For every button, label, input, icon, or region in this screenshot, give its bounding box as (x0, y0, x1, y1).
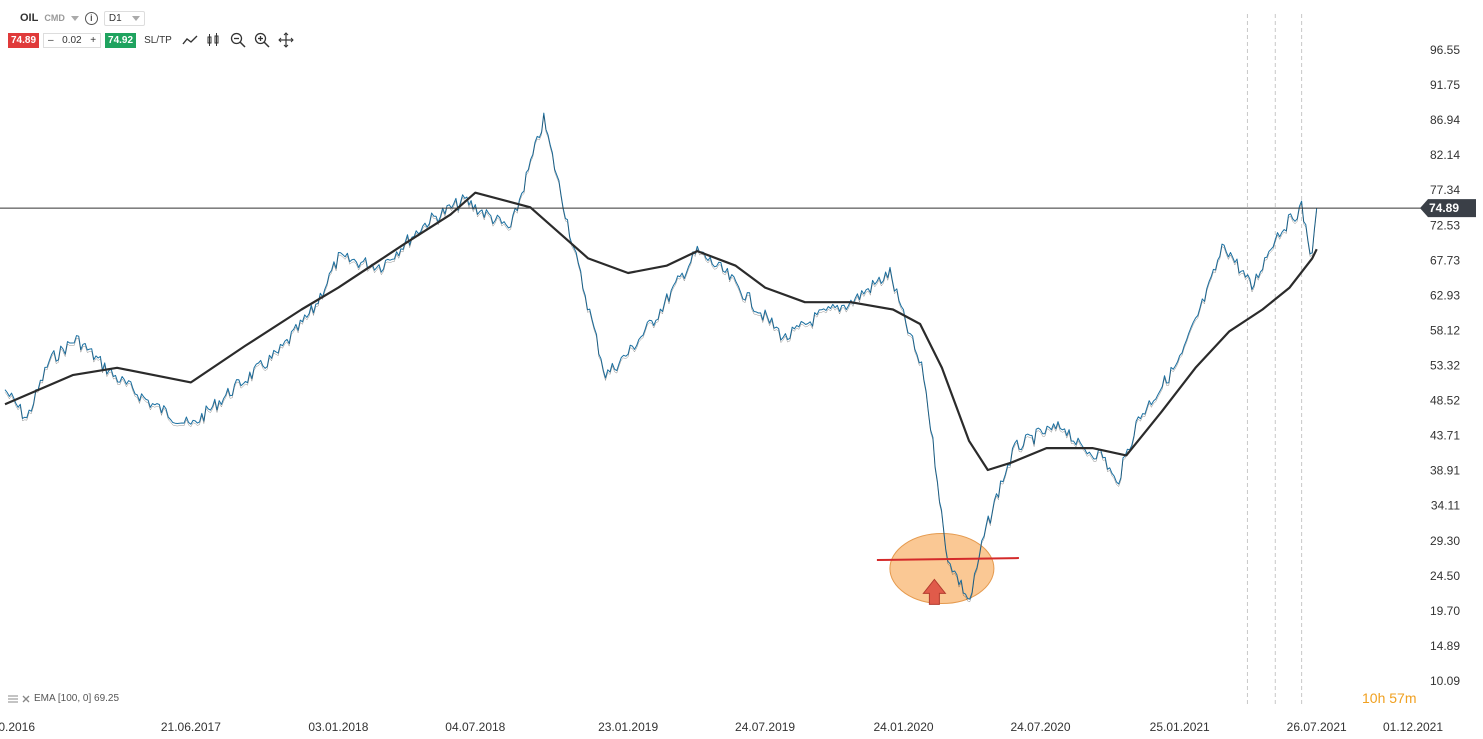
x-tick-label: 04.07.2018 (445, 720, 505, 734)
timeframe-value: D1 (108, 12, 122, 24)
price-shadow (4, 115, 1317, 603)
minus-icon[interactable]: – (48, 34, 54, 46)
y-tick-label: 86.94 (1430, 113, 1460, 127)
x-tick-label: 24.01.2020 (874, 720, 934, 734)
buy-button[interactable]: 74.92 (105, 32, 137, 48)
close-icon[interactable] (22, 695, 30, 703)
y-tick-label: 96.55 (1430, 43, 1460, 57)
y-tick-label: 72.53 (1430, 218, 1460, 232)
x-tick-label: 24.07.2019 (735, 720, 795, 734)
indicator-legend[interactable]: EMA [100, 0] 69.25 (8, 693, 119, 704)
plus-icon[interactable]: + (90, 34, 97, 46)
countdown-hours-unit: h (1377, 690, 1386, 706)
spread-value: 0.02 (62, 34, 82, 46)
y-tick-label: 53.32 (1430, 359, 1460, 373)
y-tick-label: 14.89 (1430, 639, 1460, 653)
chart-toolbar: OIL CMD i D1 74.89 – 0.02 + 74.92 SL/TP (8, 8, 296, 49)
ema-line (4, 191, 1318, 472)
price-series (4, 112, 1318, 600)
x-tick-label: 25.01.2021 (1150, 720, 1210, 734)
up-arrow-icon (922, 578, 947, 605)
x-tick-label: 01.12.2021 (1383, 720, 1443, 734)
y-tick-label: 62.93 (1430, 288, 1460, 302)
x-tick-label: 21.06.2017 (161, 720, 221, 734)
y-tick-label: 48.52 (1430, 394, 1460, 408)
symbol-label[interactable]: OIL (20, 12, 39, 24)
zoom-out-icon[interactable] (228, 31, 248, 49)
list-icon[interactable] (8, 695, 18, 703)
y-tick-label: 82.14 (1430, 148, 1460, 162)
y-tick-label: 38.91 (1430, 464, 1460, 478)
y-tick-label: 43.71 (1430, 429, 1460, 443)
y-tick-label: 91.75 (1430, 78, 1460, 92)
candlestick-icon[interactable] (204, 31, 224, 49)
y-tick-label: 24.50 (1430, 569, 1460, 583)
volume-field[interactable]: – 0.02 + (43, 32, 102, 48)
y-tick-label: 29.30 (1430, 534, 1460, 548)
y-tick-label: 67.73 (1430, 253, 1460, 267)
zoom-in-icon[interactable] (252, 31, 272, 49)
move-icon[interactable] (276, 31, 296, 49)
market-label: CMD (44, 13, 65, 23)
chevron-down-icon[interactable] (70, 15, 79, 21)
support-line (876, 557, 1019, 562)
timeframe-select[interactable]: D1 (103, 10, 145, 26)
countdown-minutes: 57 (1389, 690, 1405, 706)
sltp-button[interactable]: SL/TP (144, 34, 172, 46)
countdown-minutes-unit: m (1404, 690, 1417, 706)
x-tick-label: 17.10.2016 (0, 720, 35, 734)
info-icon[interactable]: i (84, 11, 98, 25)
line-chart-icon[interactable] (180, 31, 200, 49)
x-tick-label: 24.07.2020 (1010, 720, 1070, 734)
sell-button[interactable]: 74.89 (8, 32, 40, 48)
current-price-label: 74.89 (1429, 201, 1459, 215)
candle-countdown: 10h 57m (1362, 690, 1417, 706)
y-tick-label: 34.11 (1431, 499, 1460, 513)
y-tick-label: 77.34 (1430, 183, 1460, 197)
y-tick-label: 10.09 (1430, 674, 1460, 688)
indicator-label: EMA [100, 0] 69.25 (34, 693, 120, 704)
y-tick-label: 19.70 (1430, 604, 1460, 618)
countdown-hours: 10 (1362, 690, 1378, 706)
x-tick-label: 23.01.2019 (598, 720, 658, 734)
chevron-down-icon (131, 15, 140, 21)
x-tick-label: 26.07.2021 (1287, 720, 1347, 734)
y-tick-label: 58.12 (1430, 323, 1460, 337)
x-tick-label: 03.01.2018 (308, 720, 368, 734)
highlight-ellipse (889, 533, 995, 605)
current-price-tag (1420, 199, 1476, 218)
